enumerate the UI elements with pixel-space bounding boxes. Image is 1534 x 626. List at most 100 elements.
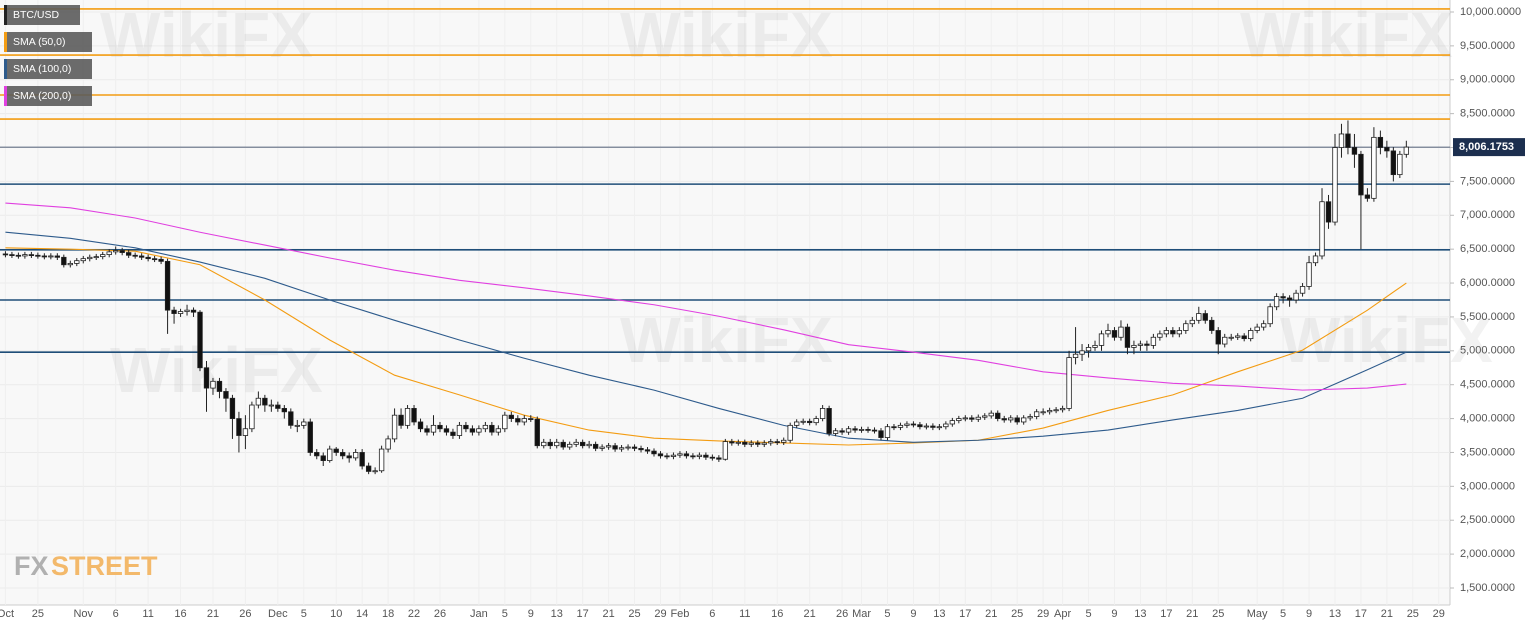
candle-body [275, 404, 281, 409]
x-tick-label: 9 [1306, 608, 1312, 620]
candle-body [1306, 262, 1312, 287]
candle-body [1325, 201, 1332, 223]
candle-body [1092, 344, 1098, 348]
candle-body [1202, 313, 1208, 321]
x-tick-label: May [1247, 608, 1268, 620]
candle-body [897, 424, 904, 428]
candle-body [962, 417, 968, 420]
candle-body [748, 442, 754, 445]
watermark: WikiFX [110, 334, 323, 406]
x-tick-label: 26 [836, 608, 848, 620]
candle-body [1033, 411, 1040, 417]
levels [0, 8, 1450, 353]
y-tick-label: 10,000.0000 [1460, 6, 1521, 18]
x-tick-label: 17 [1355, 608, 1367, 620]
x-tick-label: 5 [1085, 608, 1091, 620]
candle-body [1338, 133, 1345, 148]
candle-body [670, 454, 677, 457]
candle-body [560, 441, 566, 448]
legend-swatch [4, 5, 7, 25]
y-tick-label: 5,000.0000 [1460, 345, 1515, 357]
y-tick-label: 2,000.0000 [1460, 548, 1515, 560]
candle-body [871, 429, 878, 432]
candle-body [554, 441, 560, 447]
candle-body [151, 258, 158, 261]
legend: BTC/USD SMA (50,0) SMA (100,0) SMA (200,0) [4, 5, 92, 106]
candle-body [67, 262, 73, 266]
candle-body [80, 258, 86, 262]
x-tick-label: 29 [1433, 608, 1445, 620]
x-tick-label: 16 [771, 608, 783, 620]
legend-swatch [4, 86, 7, 106]
candle-body [190, 309, 197, 313]
candle-body [1124, 326, 1131, 348]
candle-body [398, 414, 404, 426]
y-tick-label: 3,500.0000 [1460, 446, 1515, 458]
candle-body [307, 421, 313, 453]
candle-body [1137, 343, 1144, 346]
candle-body [703, 454, 709, 458]
candle-body [327, 448, 333, 461]
candle-body [223, 391, 229, 399]
candle-body [1286, 297, 1293, 301]
legend-label: SMA (50,0) [13, 36, 66, 48]
x-tick-label: 26 [434, 608, 446, 620]
x-tick-label: 6 [709, 608, 715, 620]
y-tick-label: 7,000.0000 [1460, 209, 1515, 221]
candle-body [15, 254, 22, 257]
candle-body [995, 412, 1001, 419]
candle-body [722, 441, 729, 460]
sma-line [5, 202, 1407, 391]
candle-body [651, 450, 657, 455]
x-tick-label: 18 [382, 608, 394, 620]
sma-line [5, 231, 1407, 443]
candle-body [456, 424, 463, 436]
candle-body [1228, 336, 1234, 339]
x-tick-label: 17 [1160, 608, 1172, 620]
candle-body [1170, 330, 1176, 335]
candle-body [1008, 417, 1014, 421]
candle-body [229, 397, 236, 419]
candle-body [1254, 326, 1260, 331]
candle-body [567, 443, 573, 448]
y-tick-label: 7,500.0000 [1460, 175, 1515, 187]
candle-body [1235, 335, 1241, 338]
x-tick-label: 21 [1381, 608, 1393, 620]
watermark: WikiFX [1280, 304, 1493, 376]
x-tick-label: Jan [470, 608, 488, 620]
legend-label: BTC/USD [13, 9, 60, 21]
candle-body [1403, 146, 1409, 155]
watermark: WikiFX [100, 0, 313, 71]
candle-body [949, 420, 956, 425]
x-tick-label: 11 [739, 608, 750, 620]
candle-body [262, 397, 268, 406]
candle-body [774, 441, 780, 444]
x-tick-label: 21 [985, 608, 997, 620]
x-tick-label: 29 [654, 608, 666, 620]
candle-body [320, 455, 326, 461]
candle-body [106, 251, 112, 255]
candle-body [638, 447, 644, 451]
candle-body [22, 254, 28, 257]
candle-body [1046, 410, 1053, 413]
x-tick-label: 6 [113, 608, 119, 620]
candle-body [657, 453, 664, 457]
candle-body [839, 430, 845, 433]
x-tick-label: 9 [1111, 608, 1117, 620]
x-tick-label: Nov [73, 608, 93, 620]
watermark: WikiFX [620, 304, 833, 376]
candle-body [975, 416, 981, 420]
candle-body [943, 423, 949, 428]
candle-body [145, 256, 151, 260]
moving-averages [5, 202, 1407, 446]
candle-body [1196, 313, 1202, 321]
candle-body [1345, 133, 1351, 148]
current-price-box [1453, 138, 1525, 157]
candle-body [450, 431, 456, 436]
candle-body [826, 408, 832, 434]
candle-body [294, 424, 300, 427]
candle-body [443, 428, 450, 433]
candle-body [340, 452, 346, 457]
candle-body [1053, 409, 1059, 412]
candle-body [1293, 292, 1299, 301]
